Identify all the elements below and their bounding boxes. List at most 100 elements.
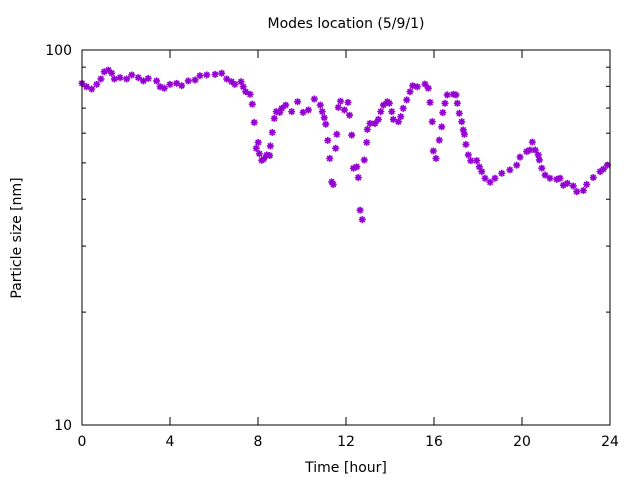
data-point (603, 161, 611, 169)
chart-title: Modes location (5/9/1) (268, 16, 425, 32)
data-point (173, 79, 181, 87)
data-point (506, 166, 514, 174)
data-point (475, 163, 483, 171)
data-point (337, 97, 344, 105)
x-tick-label: 4 (166, 434, 175, 450)
data-point (320, 114, 328, 122)
data-point (191, 76, 199, 84)
data-point (528, 138, 536, 146)
data-point (441, 99, 449, 107)
data-point (438, 123, 446, 131)
y-tick-label: 100 (45, 43, 72, 59)
data-point (178, 82, 186, 90)
data-point (156, 83, 164, 91)
data-point (363, 138, 371, 146)
data-point (559, 181, 567, 189)
data-point (498, 169, 506, 177)
data-point (363, 125, 371, 133)
data-point (346, 111, 354, 119)
x-tick-label: 16 (425, 434, 443, 450)
data-point (538, 164, 546, 172)
data-point (354, 174, 362, 182)
data-point (299, 108, 307, 116)
data-point (83, 83, 91, 91)
data-point (184, 77, 192, 85)
data-point (443, 91, 451, 99)
data-point (397, 113, 405, 121)
axes: 0 4 8 12 16 20 24 10 100 (45, 43, 619, 450)
data-point (332, 144, 340, 152)
data-point (329, 180, 337, 188)
data-point (250, 118, 258, 126)
data-point (326, 154, 334, 162)
data-point (108, 69, 116, 77)
data-point (252, 144, 260, 152)
data-point (424, 84, 432, 92)
data-point (394, 118, 402, 126)
data-point (428, 118, 436, 126)
data-point (316, 101, 324, 109)
data-point (486, 178, 494, 186)
data-point (349, 164, 357, 172)
data-point (231, 80, 239, 88)
data-point (242, 88, 250, 96)
data-point (153, 77, 161, 85)
data-point (104, 66, 112, 74)
data-point (435, 136, 443, 144)
data-point (388, 108, 396, 116)
data-point (344, 98, 352, 106)
data-point (272, 108, 280, 116)
data-point (531, 146, 539, 154)
data-point (322, 120, 330, 128)
data-point (541, 171, 549, 179)
data-point (270, 114, 278, 122)
data-point (218, 69, 226, 77)
data-point (421, 80, 429, 88)
data-point (248, 100, 256, 108)
data-point (318, 108, 326, 116)
data-point (596, 168, 604, 176)
data-point (160, 84, 168, 92)
data-point (460, 130, 468, 138)
x-tick-label: 0 (78, 434, 87, 450)
data-point (358, 216, 366, 224)
data-point (439, 109, 447, 117)
data-point (478, 168, 486, 176)
data-point (371, 119, 379, 127)
data-point (556, 174, 564, 182)
data-point (573, 188, 581, 196)
data-point (583, 180, 591, 188)
data-point (458, 118, 466, 126)
data-point (255, 150, 263, 158)
data-point (246, 90, 254, 98)
plot-border (81, 49, 611, 426)
data-point (211, 70, 219, 78)
data-point (406, 88, 414, 96)
data-point (473, 157, 481, 165)
data-point (366, 119, 374, 127)
data-point (526, 146, 534, 154)
data-point (413, 83, 421, 91)
data-point (464, 151, 472, 159)
data-point (310, 95, 318, 103)
data-point (516, 153, 524, 161)
data-point (569, 182, 577, 190)
data-point (294, 98, 302, 106)
data-point (579, 187, 587, 195)
data-point (426, 98, 434, 106)
data-point (324, 136, 332, 144)
data-point (88, 85, 96, 93)
data-point (254, 138, 262, 146)
data-point (282, 101, 290, 109)
data-point (266, 152, 274, 160)
data-point (377, 108, 385, 116)
data-point (203, 71, 211, 79)
data-point (334, 103, 342, 111)
data-point (429, 147, 437, 155)
data-point (116, 74, 124, 82)
x-tick-label: 12 (337, 434, 355, 450)
data-point (123, 75, 131, 83)
data-point (553, 175, 561, 183)
data-point (534, 151, 542, 159)
data-point (166, 80, 174, 88)
